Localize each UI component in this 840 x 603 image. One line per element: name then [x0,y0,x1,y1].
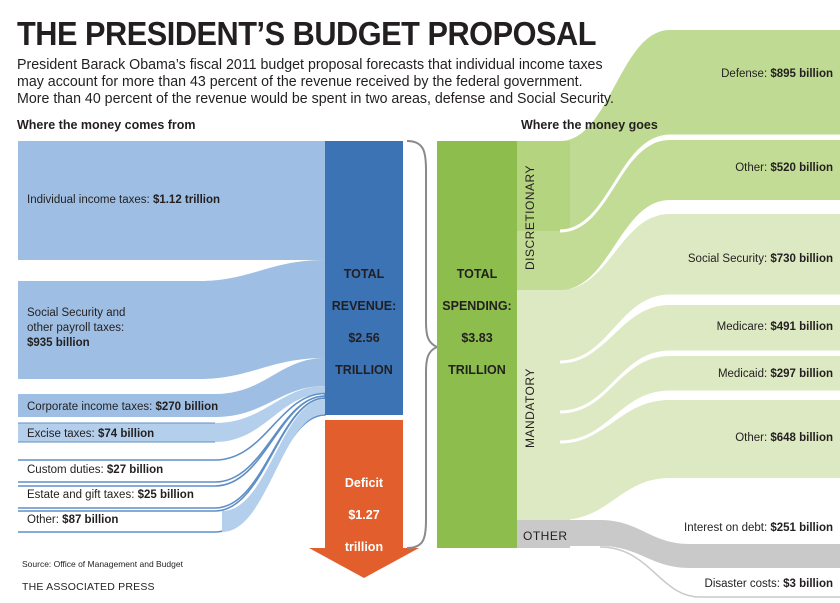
total-spending-line: $3.83 [461,331,493,345]
revenue-label-custom: Custom duties: $27 billion [27,463,163,478]
revenue-label-payroll: Social Security and other payroll taxes:… [27,306,125,351]
revenue-name: Custom duties: [27,464,104,476]
total-revenue-line: TOTAL [343,267,385,281]
spending-label-medicaid: Medicaid: $297 billion [718,367,833,382]
bracket [406,140,440,549]
spending-name: Other: [735,162,768,174]
revenue-label-individual: Individual income taxes: $1.12 trillion [27,193,220,208]
revenue-flows [18,141,326,533]
spending-label-social-security: Social Security: $730 billion [688,252,833,267]
total-spending-label: TOTAL SPENDING: $3.83 TRILLION [437,250,517,394]
intro-line-3: More than 40 percent of the revenue woul… [17,91,614,107]
page-title: THE PRESIDENT’S BUDGET PROPOSAL [17,15,596,52]
total-revenue-bar [325,141,403,415]
revenue-label-other: Other: $87 billion [27,513,118,528]
spending-label-medicare: Medicare: $491 billion [717,320,833,335]
spending-name: Other: [735,432,768,444]
spending-name: Medicaid: [717,368,768,380]
spending-label-discretionary-other: Other: $520 billion [735,161,833,176]
deficit-label: Deficit $1.27 trillion [325,459,403,571]
deficit-arrow [309,420,419,578]
flow-disaster-costs [599,546,840,598]
spending-label-disaster: Disaster costs: $3 billion [705,577,833,592]
revenue-name-line: Social Security and [27,307,126,319]
revenue-name: Individual income taxes: [27,194,150,206]
total-revenue-label: TOTAL REVENUE: $2.56 TRILLION [325,250,403,394]
deficit-line: Deficit [344,476,384,490]
revenue-value: $1.12 trillion [152,194,221,206]
spending-value: $3 billion [783,578,833,590]
revenue-value: $87 billion [62,514,119,526]
source-note: Source: Office of Management and Budget [22,559,183,569]
flow-medicare [517,305,840,412]
total-revenue-line: REVENUE: [331,299,397,313]
spending-name: Interest on debt: [684,522,768,534]
group-label-discretionary: DISCRETIONARY [523,165,537,270]
revenue-value: $935 billion [27,337,90,349]
total-spending-line: TOTAL [456,267,498,281]
revenue-value: $27 billion [106,464,164,476]
flow-defense [517,30,840,231]
total-spending-line: SPENDING: [442,299,512,313]
credit-line: THE ASSOCIATED PRESS [22,581,155,593]
spending-label-defense: Defense: $895 billion [721,67,833,82]
revenue-name: Corporate income taxes: [27,401,153,413]
right-heading: Where the money goes [521,118,658,132]
spending-value: $297 billion [770,368,833,380]
revenue-name: Estate and gift taxes: [27,489,135,501]
spending-value: $895 billion [770,68,833,80]
left-heading: Where the money comes from [17,118,196,132]
deficit-line: trillion [344,540,384,554]
revenue-label-excise: Excise taxes: $74 billion [27,427,154,442]
revenue-name: Excise taxes: [27,428,95,440]
spending-value: $251 billion [770,522,833,534]
revenue-value: $74 billion [97,428,155,440]
deficit-line: $1.27 [348,508,380,522]
spending-name: Social Security: [687,253,768,265]
flow-other-revenue-fill [222,399,325,532]
flow-excise-taxes [18,386,325,442]
spending-name: Medicare: [716,321,768,333]
intro-paragraph: President Barack Obama’s fiscal 2011 bud… [17,57,614,108]
spending-value: $730 billion [770,253,833,265]
spending-label-interest: Interest on debt: $251 billion [684,521,833,536]
revenue-value: $270 billion [155,401,219,413]
flow-individual-income-taxes [18,141,325,260]
intro-line-2: may account for more than 43 percent of … [17,74,583,90]
flow-interest-on-debt [517,520,840,568]
spending-value: $520 billion [770,162,833,174]
revenue-label-corporate: Corporate income taxes: $270 billion [27,400,218,415]
group-label-mandatory: MANDATORY [523,368,537,448]
spending-label-mandatory-other: Other: $648 billion [735,431,833,446]
spending-name: Disaster costs: [704,578,780,590]
flow-discretionary-other [517,140,840,290]
total-spending-bar [437,141,517,548]
total-spending-line: TRILLION [448,363,506,377]
revenue-name-line: other payroll taxes: [27,322,125,334]
flow-social-security [517,214,840,362]
flow-medicaid [517,356,840,442]
intro-line-1: President Barack Obama’s fiscal 2011 bud… [17,57,603,73]
total-revenue-line: $2.56 [348,331,380,345]
group-label-other: OTHER [523,529,568,543]
total-revenue-line: TRILLION [335,363,393,377]
revenue-name: Other: [27,514,59,526]
flow-payroll-taxes [18,260,325,379]
flow-corporate-taxes [18,358,325,417]
spending-value: $648 billion [770,432,833,444]
spending-name: Defense: [721,68,768,80]
spending-value: $491 billion [770,321,833,333]
revenue-label-estate: Estate and gift taxes: $25 billion [27,488,194,503]
flow-mandatory-other [517,400,840,520]
spending-flows [517,30,840,598]
revenue-value: $25 billion [137,489,194,501]
